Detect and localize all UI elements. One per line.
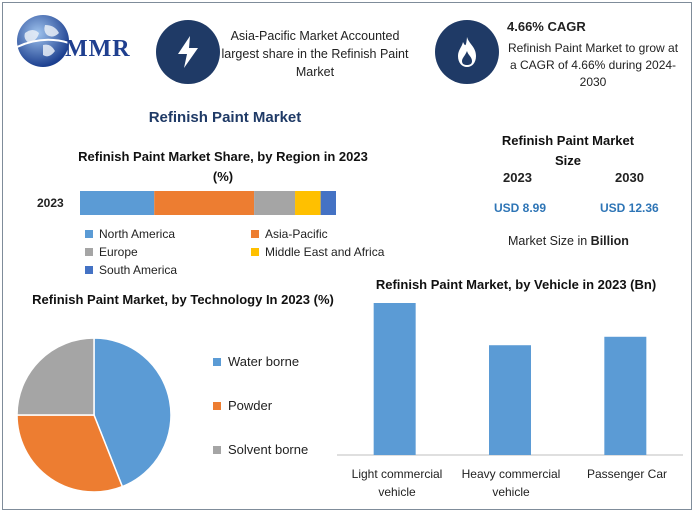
lightning-bolt-icon xyxy=(178,36,198,68)
region-segment-south-america xyxy=(320,191,336,215)
legend-label: Water borne xyxy=(228,354,300,369)
pie-legend-powder: Powder xyxy=(213,398,272,413)
legend-swatch xyxy=(213,401,221,410)
unit-prefix: Market Size in xyxy=(508,234,591,248)
region-chart-title: Refinish Paint Market Share, by Region i… xyxy=(78,149,368,184)
region-segment-asia-pacific xyxy=(154,191,255,215)
legend-label: Solvent borne xyxy=(228,442,309,457)
region-segment-europe xyxy=(254,191,296,215)
market-size-title: Refinish Paint Market Size xyxy=(501,133,635,168)
legend-item-asia-pacific: Asia-Pacific xyxy=(251,227,328,241)
vehicle-category-label: Light commercial vehicle xyxy=(351,467,443,499)
vehicle-category-label: Passenger Car xyxy=(586,467,668,481)
technology-chart-title: Refinish Paint Market, by Technology In … xyxy=(32,292,334,307)
legend-item-south-america: South America xyxy=(85,263,177,277)
globe-logo-icon xyxy=(16,15,70,67)
technology-pie-chart xyxy=(16,337,172,493)
legend-label: Middle East and Africa xyxy=(265,245,385,259)
highlight-region-text: Asia-Pacific Market Accounted largest sh… xyxy=(221,29,409,79)
legend-swatch xyxy=(251,248,259,256)
market-size-year-2030: 2030 xyxy=(615,170,644,185)
region-segment-middle-east-and-africa xyxy=(295,191,321,215)
legend-swatch xyxy=(85,230,93,238)
market-size-value-2023: USD 8.99 xyxy=(494,201,547,215)
legend-label: North America xyxy=(99,227,176,241)
legend-swatch xyxy=(85,266,93,274)
legend-swatch xyxy=(251,230,259,238)
pie-slice-powder xyxy=(16,414,124,493)
legend-label: South America xyxy=(99,263,178,277)
cagr-text: Refinish Paint Market to grow at a CAGR … xyxy=(507,41,679,89)
main-title: Refinish Paint Market xyxy=(148,109,302,126)
pie-legend-water-borne: Water borne xyxy=(213,354,299,369)
legend-item-europe: Europe xyxy=(85,245,138,259)
legend-label: Powder xyxy=(228,398,273,413)
region-bar-year-label: 2023 xyxy=(37,196,64,210)
vehicle-category-label: Heavy commercial vehicle xyxy=(461,467,561,499)
highlight-icon-circle xyxy=(156,20,220,84)
vehicle-bar-chart xyxy=(337,303,683,456)
market-size-year-2023: 2023 xyxy=(503,170,532,185)
highlight-icon-circle xyxy=(435,20,499,84)
pie-legend-solvent-borne: Solvent borne xyxy=(213,442,308,457)
market-size-unit: Market Size in Billion xyxy=(508,234,629,248)
logo-wordmark: MMR xyxy=(65,36,131,62)
legend-label: Europe xyxy=(99,245,138,259)
legend-label: Asia-Pacific xyxy=(265,227,328,241)
unit-bold: Billion xyxy=(590,234,629,248)
legend-item-north-america: North America xyxy=(85,227,175,241)
pie-slice-water-borne xyxy=(93,337,172,488)
legend-swatch xyxy=(85,248,93,256)
vehicle-bar xyxy=(373,303,416,455)
vehicle-chart-title: Refinish Paint Market, by Vehicle in 202… xyxy=(375,277,657,292)
vehicle-bar xyxy=(489,345,531,455)
legend-swatch xyxy=(213,357,221,366)
region-segment-north-america xyxy=(80,191,155,215)
region-stacked-bar xyxy=(80,191,336,215)
flame-icon xyxy=(458,37,476,67)
vehicle-bar xyxy=(604,336,647,455)
pie-slice-solvent-borne xyxy=(16,337,95,416)
cagr-title: 4.66% CAGR xyxy=(507,19,586,34)
legend-swatch xyxy=(213,445,221,454)
legend-item-middle-east-africa: Middle East and Africa xyxy=(251,245,384,259)
market-size-value-2030: USD 12.36 xyxy=(600,201,659,215)
